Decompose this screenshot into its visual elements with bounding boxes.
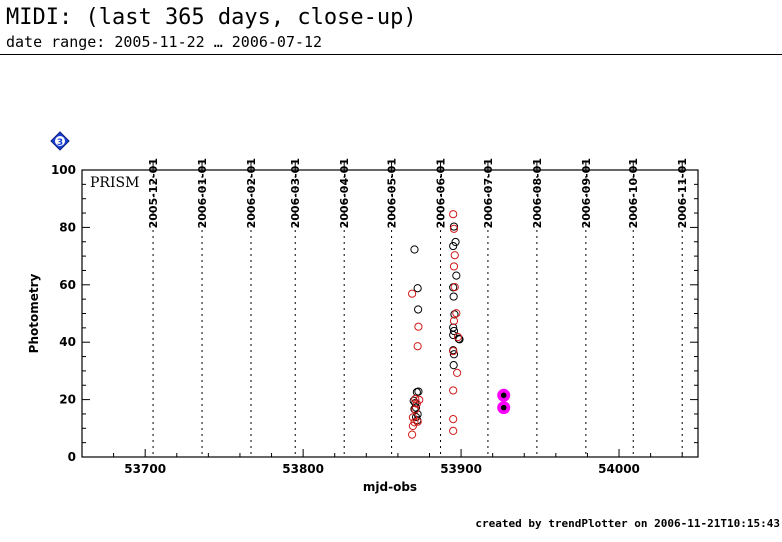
data-point <box>449 426 458 435</box>
x-tick-label: 53700 <box>124 462 166 476</box>
data-point <box>408 421 418 431</box>
date-label: 2006-11-01 <box>676 158 689 228</box>
data-point <box>414 305 423 314</box>
data-point <box>452 309 461 318</box>
x-tick-label: 53900 <box>440 462 482 476</box>
data-point <box>450 310 459 319</box>
data-point <box>450 282 459 292</box>
date-range-subtitle: date range: 2005-11-22 … 2006-07-12 <box>6 33 323 51</box>
date-reference-lines <box>152 162 683 457</box>
panel-label: PRISM <box>90 175 139 191</box>
data-point <box>449 415 458 424</box>
data-point <box>451 237 460 247</box>
y-tick-label: 60 <box>59 278 76 292</box>
y-tick-label: 0 <box>68 450 76 464</box>
diamond-badge-icon[interactable]: 3 <box>50 131 70 151</box>
header-divider <box>0 54 782 55</box>
data-point <box>449 224 459 233</box>
data-point <box>413 417 422 426</box>
data-point <box>455 335 464 344</box>
data-point <box>410 418 419 427</box>
data-point <box>413 342 422 351</box>
data-point <box>408 289 417 298</box>
date-label: 2006-08-01 <box>531 158 544 228</box>
date-label: 2006-06-01 <box>435 158 448 228</box>
y-tick-label: 100 <box>51 163 76 177</box>
data-point <box>449 326 459 336</box>
date-label: 2006-01-01 <box>196 158 209 228</box>
highlighted-point-core <box>500 404 507 411</box>
date-label: 2006-04-01 <box>338 158 351 228</box>
date-label: 2006-03-01 <box>289 158 302 228</box>
data-point <box>449 346 458 356</box>
data-point <box>410 245 419 254</box>
data-point <box>412 399 421 408</box>
date-label: 2006-05-01 <box>386 158 399 228</box>
data-point <box>413 284 422 293</box>
y-axis-label: Photometry <box>27 273 41 353</box>
y-tick-label: 20 <box>59 393 76 407</box>
date-label: 2006-09-01 <box>580 158 593 228</box>
data-point <box>411 394 420 404</box>
data-point <box>449 262 459 271</box>
x-tick-label: 54000 <box>598 462 640 476</box>
data-point <box>408 413 418 422</box>
date-label: 2006-02-01 <box>245 158 258 228</box>
y-tick-label: 80 <box>59 220 76 234</box>
data-point <box>449 222 459 231</box>
highlighted-point-core <box>500 392 507 399</box>
date-labels: 2005-12-01 2006-01-01 2006-02-01 2006-03-01… <box>147 158 689 228</box>
x-axis-label: mjd-obs <box>363 480 417 494</box>
x-tick-label: 53800 <box>282 462 324 476</box>
data-point <box>453 332 463 342</box>
date-label: 2006-10-01 <box>627 158 640 228</box>
data-point <box>449 361 458 370</box>
data-point <box>449 350 459 359</box>
data-point <box>449 386 458 395</box>
date-label: 2005-12-01 <box>147 158 160 228</box>
data-point <box>449 292 458 301</box>
footer-credit: created by trendPlotter on 2006-11-21T10… <box>475 517 780 530</box>
data-point <box>408 430 417 439</box>
data-point <box>449 316 459 326</box>
badge-count: 3 <box>57 138 63 148</box>
data-point <box>449 210 458 219</box>
data-point <box>452 271 461 280</box>
data-point <box>449 330 458 340</box>
data-point <box>414 322 423 331</box>
y-tick-label: 40 <box>59 335 76 349</box>
date-label: 2006-07-01 <box>482 158 495 228</box>
x-axis: 53700 53800 53900 54000 <box>81 449 683 476</box>
data-points <box>408 210 511 439</box>
y-axis: 0 20 40 60 80 100 <box>51 163 698 464</box>
data-point <box>449 241 458 251</box>
data-point <box>411 405 420 414</box>
data-point <box>450 251 459 260</box>
page-title: MIDI: (last 365 days, close-up) <box>6 5 417 30</box>
data-point <box>453 368 462 378</box>
